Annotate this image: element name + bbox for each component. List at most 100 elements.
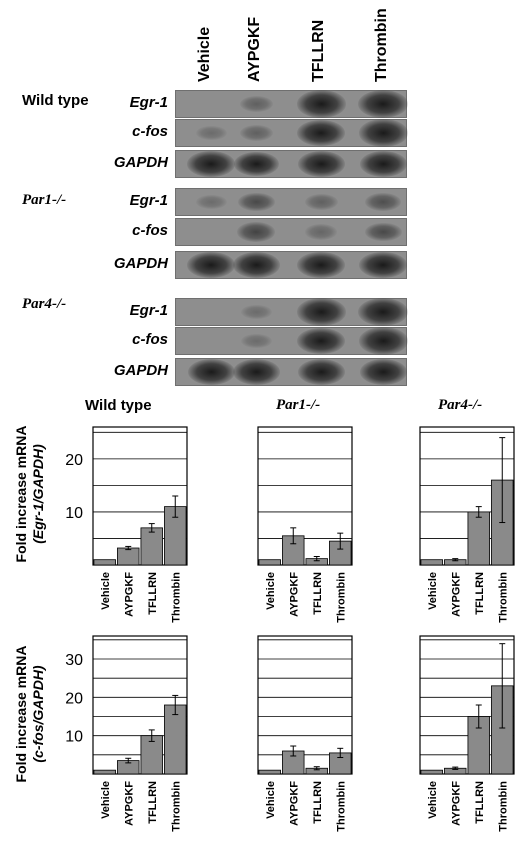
y-tick-label: 30 xyxy=(65,652,83,669)
bar xyxy=(467,511,490,566)
x-tick-label: AYPGKF xyxy=(123,781,135,826)
y-tick-label: 20 xyxy=(65,690,83,707)
blot-band xyxy=(359,359,407,385)
blot-strip xyxy=(175,298,408,326)
blot-band xyxy=(187,150,235,178)
bar xyxy=(117,547,140,566)
blot-band xyxy=(296,90,346,118)
x-tick-label: AYPGKF xyxy=(288,781,300,826)
blot-strip xyxy=(175,218,407,246)
blot-band xyxy=(358,327,408,355)
blot-band xyxy=(195,125,227,141)
gene-label: Egr-1 xyxy=(129,302,168,319)
x-tick-label: Thrombin xyxy=(335,572,347,623)
plot-frame xyxy=(257,635,353,775)
x-tick-label: Thrombin xyxy=(335,781,347,832)
gene-label: GAPDH xyxy=(113,154,168,171)
blot-band xyxy=(358,298,408,326)
x-tick-label: Thrombin xyxy=(170,781,182,832)
y-tick-label: 10 xyxy=(65,505,83,522)
x-tick-label: TFLLRN xyxy=(312,781,324,824)
blot-band xyxy=(237,192,275,212)
y-tick-label: 10 xyxy=(65,729,83,746)
panel-title-par1: Par1-/- xyxy=(276,397,321,413)
blot-strip xyxy=(175,327,408,355)
blot-band xyxy=(359,151,407,177)
x-tick-label: Vehicle xyxy=(265,572,277,610)
blot-strip xyxy=(175,251,407,279)
genotype-label: Par4-/- xyxy=(22,296,67,312)
blot-band xyxy=(364,222,402,242)
x-tick-label: TFLLRN xyxy=(147,781,159,824)
x-tick-label: AYPGKF xyxy=(450,781,462,826)
blot-band xyxy=(239,95,273,113)
blot-band xyxy=(239,124,273,142)
blot-strip xyxy=(175,358,407,386)
gene-label: Egr-1 xyxy=(129,94,168,111)
gene-label: c-fos xyxy=(132,331,168,348)
blot-band xyxy=(240,333,272,349)
blot-band xyxy=(305,224,337,240)
blot-band xyxy=(297,119,345,147)
bar xyxy=(164,704,187,775)
y-tick-label: 20 xyxy=(65,452,83,469)
blot-band xyxy=(233,151,279,177)
x-tick-label: Vehicle xyxy=(427,781,439,819)
blot-strip xyxy=(175,90,408,118)
x-tick-label: TFLLRN xyxy=(312,572,324,615)
blot-strip xyxy=(175,119,408,147)
gene-label: c-fos xyxy=(132,123,168,140)
x-tick-label: TFLLRN xyxy=(147,572,159,615)
genotype-label: Wild type xyxy=(22,92,89,109)
x-tick-label: Vehicle xyxy=(100,781,112,819)
x-tick-label: Vehicle xyxy=(265,781,277,819)
blot-strip xyxy=(175,188,407,216)
blot-band xyxy=(359,251,407,279)
blot-band xyxy=(232,252,280,278)
genotype-label: Par1-/- xyxy=(22,192,67,208)
gene-label: GAPDH xyxy=(113,255,168,272)
blot-band xyxy=(304,193,338,211)
blot-band xyxy=(297,251,345,279)
blot-band xyxy=(237,222,275,242)
bar xyxy=(93,769,116,775)
gene-label: Egr-1 xyxy=(129,192,168,209)
blot-band xyxy=(195,194,227,210)
x-tick-label: Thrombin xyxy=(497,572,509,623)
blot-strip xyxy=(175,150,407,178)
plot-frame xyxy=(257,426,353,566)
bar xyxy=(420,559,443,566)
bar xyxy=(93,559,116,566)
panel-title-wild-type: Wild type xyxy=(85,397,152,414)
plot-frame xyxy=(92,426,188,566)
blot-band xyxy=(358,119,408,147)
blot-band xyxy=(187,251,235,279)
blot-band xyxy=(297,359,345,385)
blot-band xyxy=(297,151,345,177)
blot-band xyxy=(240,304,272,320)
blot-band xyxy=(187,359,235,385)
x-tick-label: AYPGKF xyxy=(450,572,462,617)
x-tick-label: Thrombin xyxy=(497,781,509,832)
bar xyxy=(258,769,281,775)
gene-label: c-fos xyxy=(132,222,168,239)
x-tick-label: Thrombin xyxy=(170,572,182,623)
x-tick-label: Vehicle xyxy=(427,572,439,610)
blot-band xyxy=(358,90,408,118)
gene-label: GAPDH xyxy=(113,362,168,379)
plot-frame xyxy=(419,635,515,775)
x-tick-label: Vehicle xyxy=(100,572,112,610)
blot-band xyxy=(296,298,346,326)
bar xyxy=(258,559,281,566)
plot-frame xyxy=(92,635,188,775)
blot-band xyxy=(297,327,345,355)
bar xyxy=(140,527,163,566)
blot-band xyxy=(232,359,280,385)
x-tick-label: AYPGKF xyxy=(288,572,300,617)
x-tick-label: AYPGKF xyxy=(123,572,135,617)
x-tick-label: TFLLRN xyxy=(474,572,486,615)
bar xyxy=(420,769,443,775)
plot-frame xyxy=(419,426,515,566)
blot-band xyxy=(365,192,401,212)
